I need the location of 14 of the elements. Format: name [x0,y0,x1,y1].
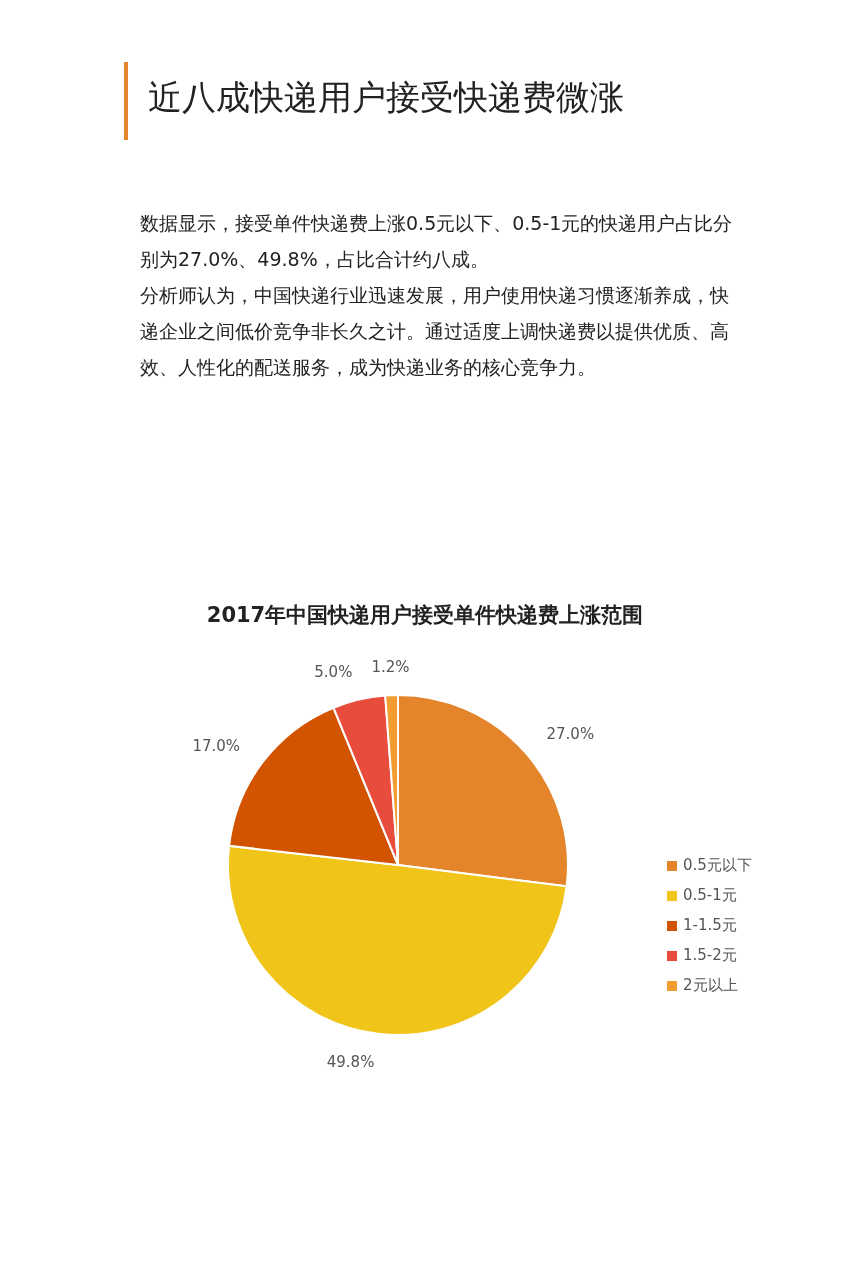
data-label: 1.2% [371,658,410,677]
legend-label: 1-1.5元 [683,916,737,934]
data-label: 27.0% [546,725,595,744]
legend-label: 0.5-1元 [683,886,737,904]
chart-title: 近八成快递用户接受快递费微涨 [124,62,624,140]
legend-label: 2元以上 [683,976,738,994]
data-label: 17.0% [192,736,241,755]
legend-label: 1.5-2元 [683,946,737,964]
text: 分析师认为，中国快递行业迅速发展，用户使用快递习惯逐渐养成，快递企业之间低价竞争非长久之计。通过适度上调快递费以提供优质、高效、人性化的配送服务，成为快递业务的核心竞争力。 [140,283,730,380]
text: 数据显示，接受单件快递费上涨0.5元以下、0.5-1元的快递用户占比分别为27.0%、49.8%，占比合计约八成。 [140,211,734,272]
data-label: 5.0% [314,663,353,682]
chart-subtitle: 2017年中国快递用户接受单件快递费上涨范围 [206,603,644,627]
data-label: 49.8% [326,1052,375,1071]
legend-label: 0.5元以下 [683,856,752,874]
